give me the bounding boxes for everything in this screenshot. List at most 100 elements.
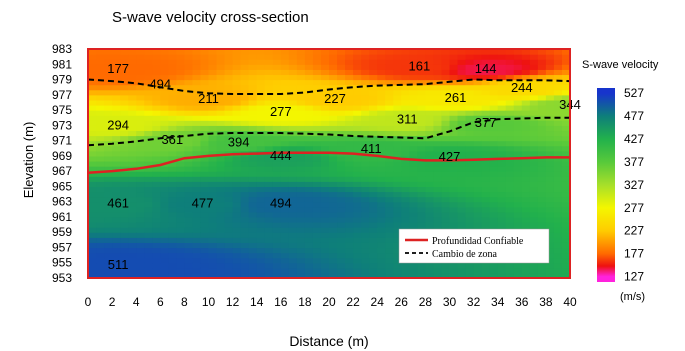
velocity-cell [104, 79, 113, 86]
x-tick-label: 22 [346, 295, 360, 309]
velocity-cell [168, 166, 177, 172]
velocity-cell [537, 54, 547, 60]
velocity-cell [505, 135, 515, 142]
velocity-cell [473, 150, 483, 157]
velocity-cell [337, 104, 346, 111]
velocity-cell [272, 104, 282, 111]
velocity-cell [441, 125, 451, 132]
velocity-cell [256, 206, 266, 213]
velocity-cell [152, 145, 161, 152]
velocity-cell [393, 59, 402, 65]
velocity-cell [497, 120, 507, 126]
velocity-cell [120, 120, 129, 126]
velocity-cell [128, 257, 137, 264]
velocity-cell [561, 272, 570, 278]
velocity-cell [208, 104, 218, 111]
velocity-cell [529, 272, 539, 278]
velocity-cell [168, 125, 177, 132]
velocity-cell [377, 115, 386, 121]
velocity-cell [465, 99, 475, 106]
velocity-cell [264, 74, 274, 81]
velocity-cell [288, 64, 298, 70]
velocity-cell [200, 135, 210, 142]
velocity-cell [377, 206, 386, 213]
velocity-cell [513, 171, 523, 177]
velocity-cell [481, 267, 491, 274]
velocity-cell [296, 59, 306, 65]
velocity-cell [160, 140, 169, 147]
velocity-cell [160, 150, 169, 157]
velocity-cell [320, 130, 330, 137]
velocity-cell [465, 186, 475, 193]
velocity-cell [88, 252, 97, 259]
velocity-cell [112, 84, 121, 91]
velocity-cell [361, 176, 370, 182]
velocity-cell [152, 69, 161, 76]
velocity-cell [280, 237, 290, 243]
velocity-cell [168, 59, 177, 65]
velocity-cell [513, 150, 523, 157]
velocity-cell [152, 104, 161, 111]
velocity-cell [401, 89, 410, 96]
velocity-cell [216, 242, 226, 249]
velocity-cell [553, 181, 563, 187]
velocity-cell [433, 49, 443, 55]
velocity-cell [320, 222, 330, 228]
velocity-cell [104, 115, 113, 121]
velocity-cell [160, 89, 169, 96]
velocity-cell [312, 196, 322, 203]
velocity-cell [329, 232, 338, 238]
velocity-cell [264, 69, 274, 76]
velocity-cell [409, 89, 418, 96]
velocity-cell [104, 160, 113, 167]
velocity-cell [545, 267, 555, 274]
velocity-cell [393, 150, 402, 157]
velocity-cell [457, 181, 467, 187]
velocity-cell [248, 49, 258, 55]
velocity-cell [200, 54, 210, 60]
velocity-cell [200, 211, 210, 218]
velocity-cell [232, 79, 242, 86]
velocity-cell [353, 176, 362, 182]
velocity-cell [320, 211, 330, 218]
velocity-cell [264, 232, 274, 238]
velocity-cell [385, 160, 394, 167]
velocity-cell [353, 216, 362, 223]
velocity-cell [529, 94, 539, 101]
velocity-cell [136, 150, 145, 157]
velocity-cell [481, 196, 491, 203]
velocity-cell [465, 104, 475, 111]
velocity-cell [481, 191, 491, 198]
velocity-cell [312, 232, 322, 238]
velocity-cell [112, 211, 121, 218]
velocity-cell [168, 232, 177, 238]
velocity-cell [192, 64, 202, 70]
velocity-cell [208, 140, 218, 147]
velocity-cell [112, 49, 121, 55]
velocity-cell [529, 64, 539, 70]
velocity-cell [481, 222, 491, 228]
velocity-cell [417, 59, 426, 65]
velocity-cell [136, 272, 145, 278]
velocity-cell [457, 145, 467, 152]
velocity-cell [224, 140, 234, 147]
velocity-cell [401, 59, 410, 65]
velocity-cell [192, 176, 202, 182]
velocity-cell [320, 54, 330, 60]
velocity-cell [152, 196, 161, 203]
velocity-cell [288, 186, 298, 193]
velocity-cell [465, 191, 475, 198]
colorbar-tick-label: 427 [624, 132, 644, 146]
velocity-cell [545, 89, 555, 96]
velocity-cell [553, 267, 563, 274]
velocity-cell [152, 257, 161, 264]
velocity-cell [144, 196, 153, 203]
velocity-cell [385, 227, 394, 233]
velocity-cell [96, 54, 105, 60]
velocity-cell [369, 110, 378, 116]
velocity-cell [256, 145, 266, 152]
velocity-cell [192, 110, 202, 116]
velocity-value-label: 411 [361, 141, 382, 156]
velocity-cell [409, 94, 418, 101]
velocity-cell [184, 120, 194, 126]
